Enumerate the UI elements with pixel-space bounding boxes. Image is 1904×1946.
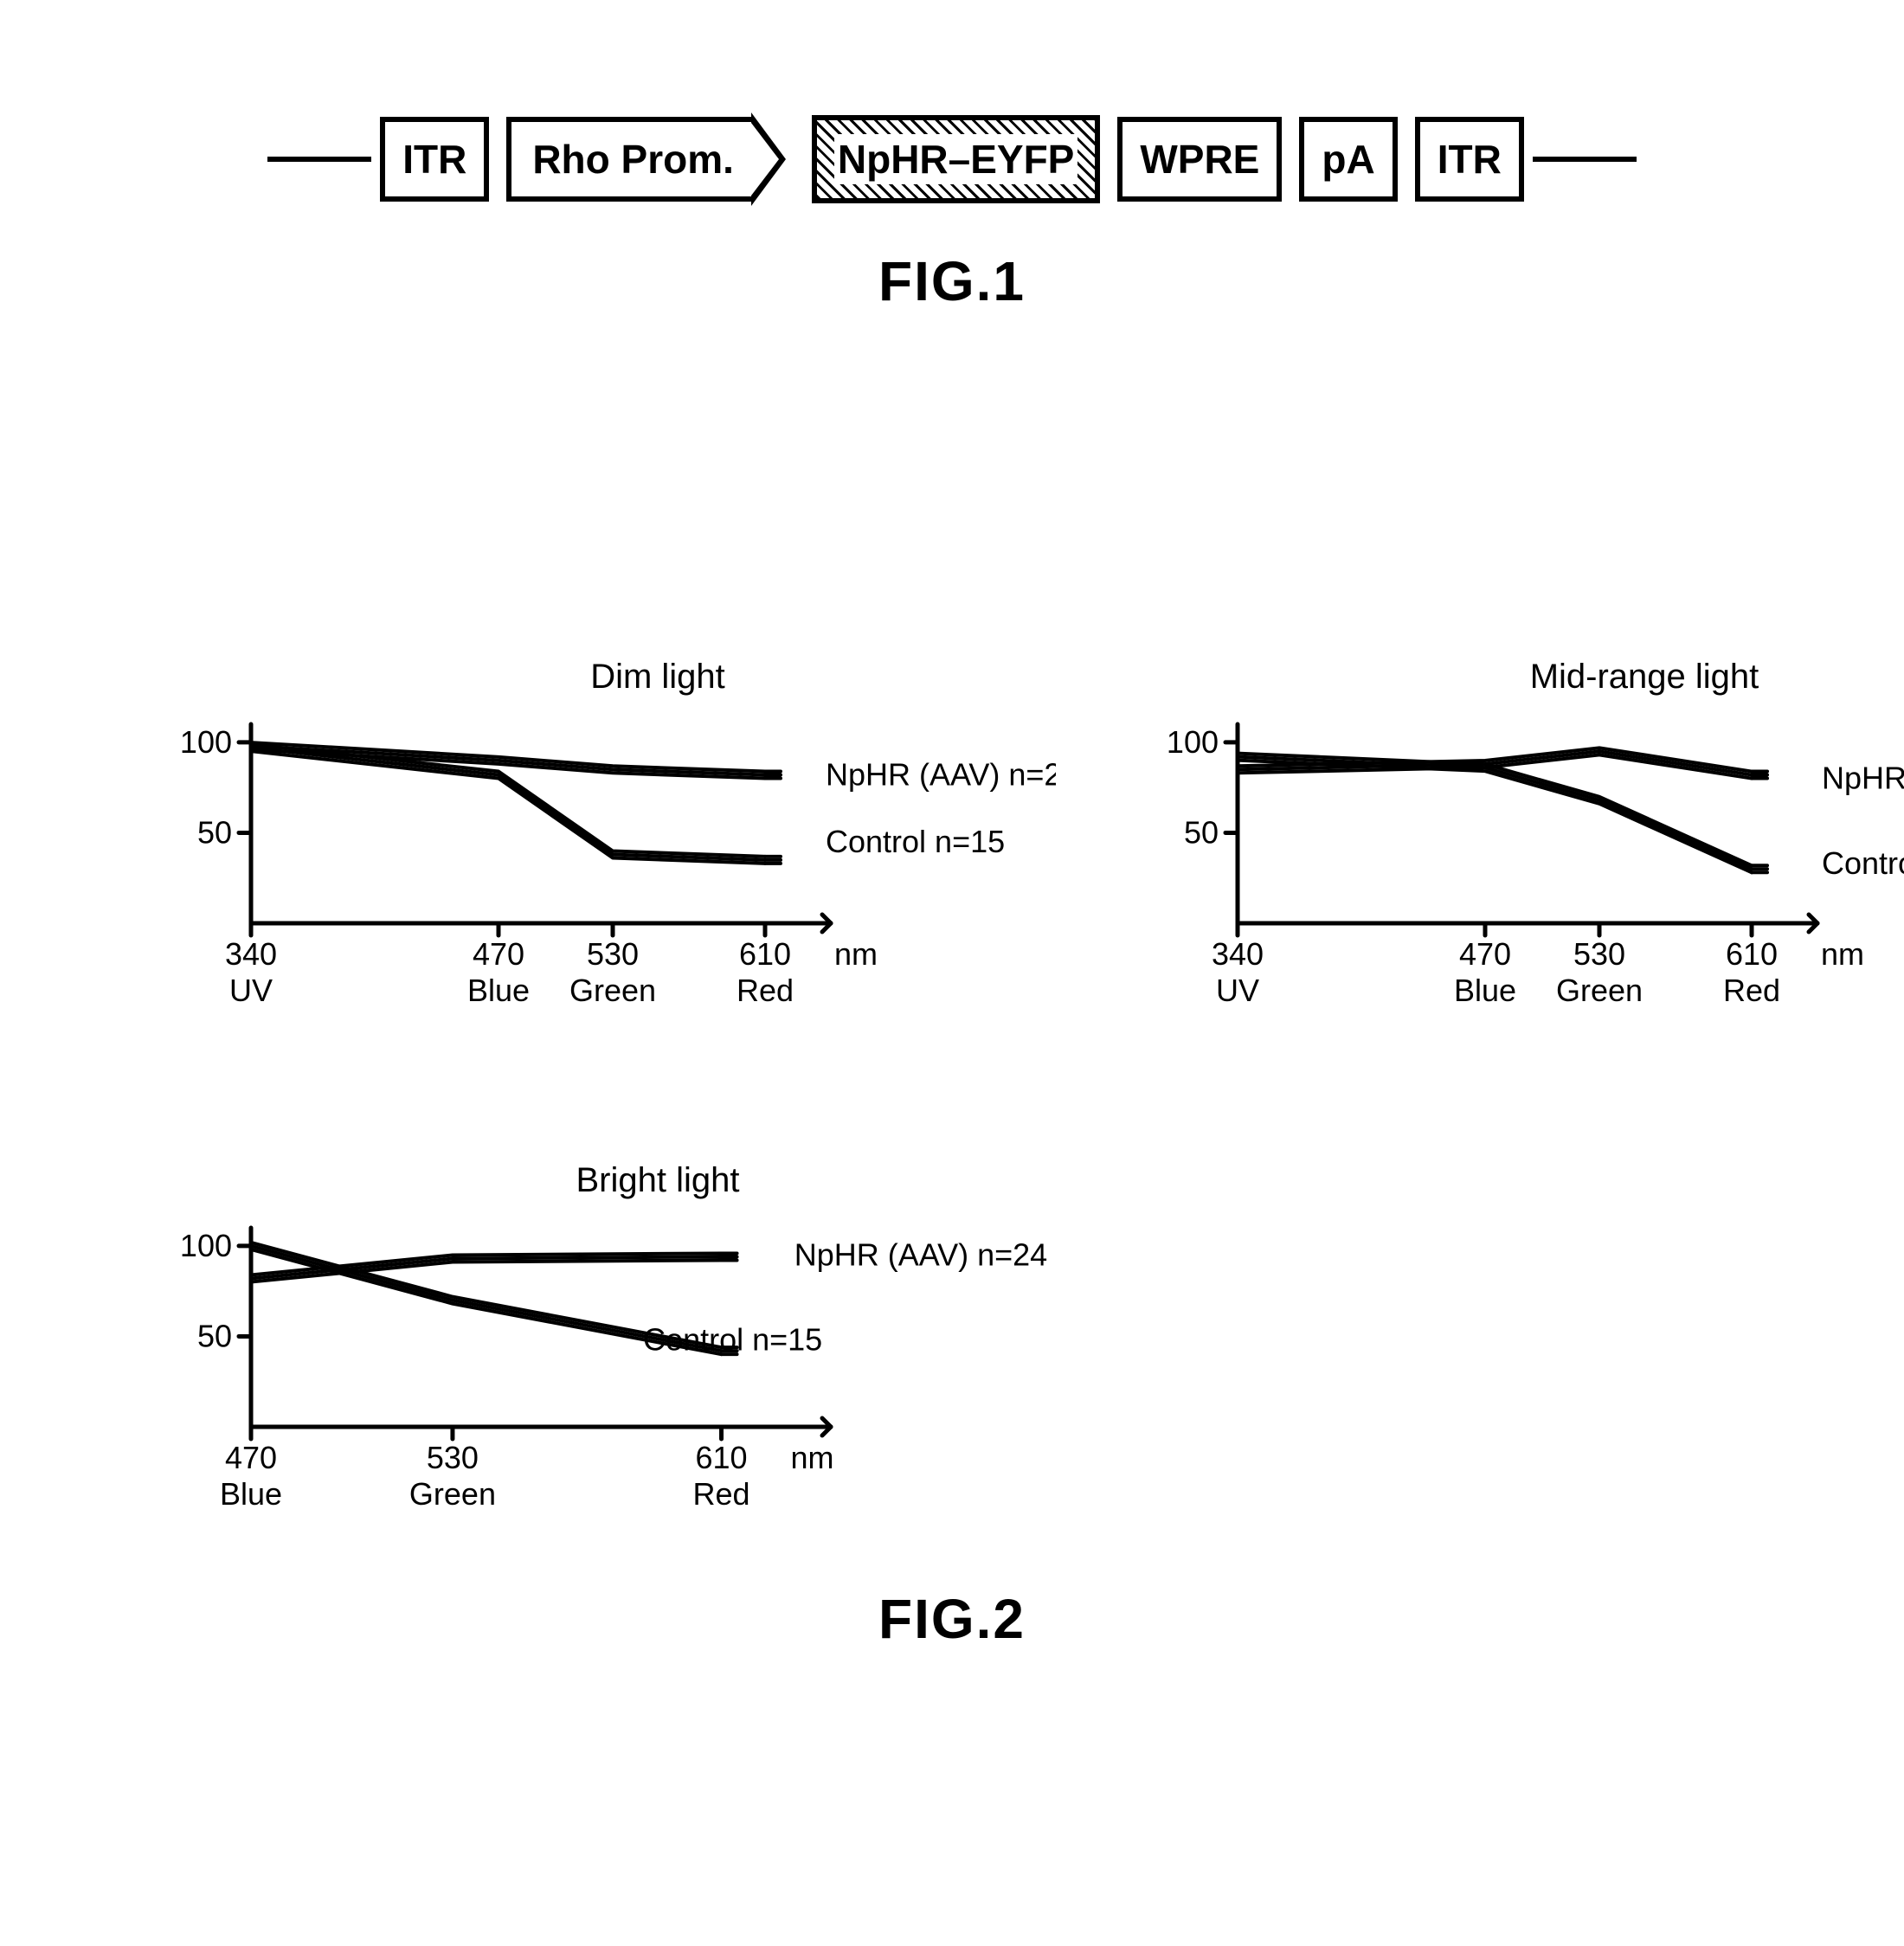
svg-text:340: 340	[225, 936, 277, 972]
fig1-caption: FIG.1	[216, 249, 1688, 313]
construct-box-label: ITR	[1438, 136, 1502, 183]
svg-text:UV: UV	[229, 973, 273, 1008]
chart-0: Dim light 50 100 340UV 470Blue 530Green 610Red…	[173, 658, 1056, 1057]
svg-text:100: 100	[1167, 724, 1219, 760]
construct-box-label: NpHR–EYFP	[834, 134, 1077, 184]
svg-text:100: 100	[180, 1228, 232, 1263]
chart-2: Bright light 50 100 470Blue 530Green 610Red nm…	[173, 1161, 1056, 1561]
svg-text:nm: nm	[791, 1440, 834, 1475]
svg-text:Red: Red	[1723, 973, 1780, 1008]
svg-text:Green: Green	[569, 973, 656, 1008]
construct-box-label: ITR	[402, 136, 466, 183]
series-label: Control n=15	[1822, 845, 1904, 881]
svg-text:Red: Red	[737, 973, 794, 1008]
svg-text:Green: Green	[1556, 973, 1643, 1008]
svg-text:Blue: Blue	[467, 973, 530, 1008]
chart-1: Mid-range light 50 100 340UV 470Blue 530Green…	[1160, 658, 1904, 1057]
fig1-container: ITR Rho Prom. NpHR–EYFP WPRE pA ITR FIG.1	[216, 112, 1688, 313]
svg-text:610: 610	[695, 1440, 747, 1475]
construct-box-4: pA	[1299, 117, 1397, 202]
svg-text:Red: Red	[693, 1476, 750, 1512]
svg-text:530: 530	[1573, 936, 1625, 972]
chart-title: Mid-range light	[1246, 658, 1904, 697]
chart-svg: 50 100 340UV 470Blue 530Green 610Red nm NpHR (A…	[1160, 707, 1904, 1053]
svg-text:530: 530	[587, 936, 639, 972]
svg-text:50: 50	[1184, 814, 1219, 850]
construct-box-label: WPRE	[1140, 136, 1259, 183]
construct-box-label: pA	[1322, 136, 1374, 183]
gene-construct-diagram: ITR Rho Prom. NpHR–EYFP WPRE pA ITR	[216, 112, 1688, 206]
construct-arrowhead	[751, 112, 786, 206]
svg-text:Green: Green	[409, 1476, 496, 1512]
construct-box-label: Rho Prom.	[532, 136, 734, 183]
svg-text:nm: nm	[1821, 936, 1864, 972]
series-label: NpHR (AAV) n=24	[1822, 761, 1904, 796]
construct-wire-left	[267, 157, 371, 162]
series-label: NpHR (AAV) n=24	[794, 1236, 1047, 1272]
charts-grid: Dim light50100340UV470Blue530Green610Red…	[173, 658, 1731, 1561]
svg-text:470: 470	[225, 1440, 277, 1475]
fig2-container: Dim light50100340UV470Blue530Green610Red…	[173, 658, 1731, 1651]
construct-box-0: ITR	[380, 117, 489, 202]
series-label: Control n=15	[643, 1322, 822, 1358]
construct-box-1: Rho Prom.	[506, 117, 751, 202]
series-label: NpHR (AAV) n=24	[826, 757, 1056, 793]
series-label: Control n=15	[826, 824, 1005, 859]
svg-text:UV: UV	[1216, 973, 1259, 1008]
chart-svg: 50 100 470Blue 530Green 610Red nm NpHR (AAV) n…	[173, 1211, 1056, 1557]
svg-text:470: 470	[473, 936, 524, 972]
svg-text:100: 100	[180, 724, 232, 760]
svg-text:470: 470	[1459, 936, 1511, 972]
chart-title: Dim light	[260, 658, 1056, 697]
chart-title: Bright light	[260, 1161, 1056, 1200]
svg-text:nm: nm	[834, 936, 878, 972]
svg-text:340: 340	[1212, 936, 1264, 972]
svg-text:Blue: Blue	[1454, 973, 1516, 1008]
construct-box-5: ITR	[1415, 117, 1524, 202]
svg-text:Blue: Blue	[220, 1476, 282, 1512]
svg-text:610: 610	[739, 936, 791, 972]
svg-text:610: 610	[1726, 936, 1778, 972]
construct-wire-right	[1533, 157, 1637, 162]
fig2-caption: FIG.2	[173, 1587, 1731, 1651]
svg-text:530: 530	[427, 1440, 479, 1475]
chart-svg: 50 100 340UV 470Blue 530Green 610Red nm NpHR (A…	[173, 707, 1056, 1053]
svg-text:50: 50	[197, 814, 232, 850]
construct-box-3: WPRE	[1117, 117, 1282, 202]
svg-text:50: 50	[197, 1318, 232, 1353]
construct-box-2: NpHR–EYFP	[812, 115, 1100, 203]
